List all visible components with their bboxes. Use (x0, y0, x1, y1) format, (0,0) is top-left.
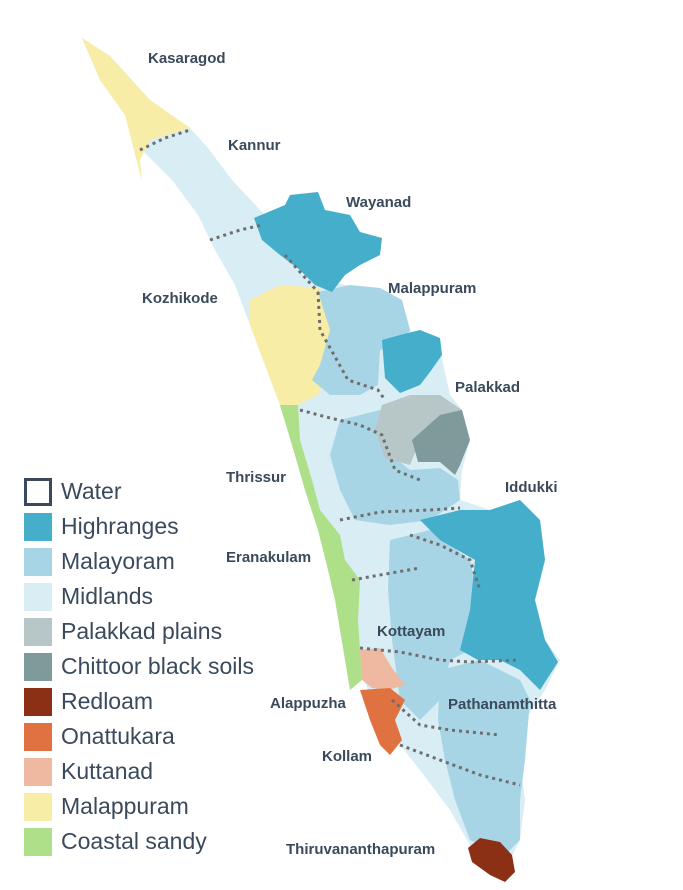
legend-item-redloam: Redloam (24, 684, 254, 719)
region-redloam (468, 838, 515, 882)
district-boundaries (139, 128, 521, 787)
legend-item-kuttanad: Kuttanad (24, 754, 254, 789)
district-label-malappuram: Malappuram (388, 280, 477, 297)
legend-swatch-water (24, 477, 52, 506)
region-chittoor-black (412, 410, 470, 475)
legend-swatch-coastal-sandy (24, 827, 52, 856)
region-palakkad-plains (375, 395, 462, 465)
region-highranges-wayanad (254, 192, 382, 292)
legend-item-chittoor-black-soils: Chittoor black soils (24, 649, 254, 684)
legend-label: Chittoor black soils (61, 653, 255, 679)
legend-swatch-palakkad-plains (24, 617, 52, 646)
region-highranges-palakkad (382, 330, 442, 393)
legend-label: Kuttanad (61, 758, 154, 784)
legend-item-palakkad-plains: Palakkad plains (24, 614, 254, 649)
legend-item-water: Water (24, 474, 254, 509)
legend-item-midlands: Midlands (24, 579, 254, 614)
legend-label: Palakkad plains (61, 618, 223, 644)
legend-item-malappuram: Malappuram (24, 789, 254, 824)
legend-item-malayoram: Malayoram (24, 544, 254, 579)
legend-item-coastal-sandy: Coastal sandy (24, 824, 254, 859)
region-kuttanad (360, 648, 405, 690)
district-label-iddukki: Iddukki (505, 479, 558, 496)
legend-label: Coastal sandy (61, 828, 207, 854)
region-highranges-idukki (420, 500, 558, 690)
map-legend: Water Highranges Malayoram Midlands Pala… (24, 474, 254, 859)
legend-label: Highranges (61, 513, 179, 539)
region-malayoram-3 (388, 530, 480, 720)
legend-label: Water (61, 478, 122, 504)
legend-label: Malayoram (61, 548, 175, 574)
district-label-pathanamthitta: Pathanamthitta (448, 696, 557, 713)
legend-swatch-kuttanad (24, 757, 52, 786)
legend-swatch-midlands (24, 582, 52, 611)
district-label-kasaragod: Kasaragod (148, 50, 226, 67)
legend-item-onattukara: Onattukara (24, 719, 254, 754)
legend-item-highranges: Highranges (24, 509, 254, 544)
district-label-palakkad: Palakkad (455, 379, 521, 396)
district-label-thiruvananthapuram: Thiruvananthapuram (286, 841, 436, 858)
legend-swatch-malappuram (24, 792, 52, 821)
district-label-alappuzha: Alappuzha (270, 695, 346, 712)
region-onattukara (360, 688, 405, 755)
district-label-wayanad: Wayanad (346, 194, 412, 211)
region-malayoram-4 (438, 660, 530, 855)
legend-label: Midlands (61, 583, 154, 609)
region-malappuram-central (250, 285, 330, 405)
district-label-kollam: Kollam (322, 748, 373, 765)
legend-swatch-onattukara (24, 722, 52, 751)
region-coastal-sandy (280, 405, 362, 690)
region-malappuram-north (82, 38, 190, 182)
district-label-kozhikode: Kozhikode (142, 290, 218, 307)
legend-swatch-malayoram (24, 547, 52, 576)
legend-swatch-redloam (24, 687, 52, 716)
district-label-thrissur: Thrissur (226, 469, 287, 486)
region-malayoram-1 (312, 285, 410, 395)
district-label-eranakulam: Eranakulam (226, 549, 312, 566)
legend-label: Onattukara (61, 723, 175, 749)
legend-swatch-highranges (24, 512, 52, 541)
legend-swatch-chittoor-black-soils (24, 652, 52, 681)
legend-label: Malappuram (61, 793, 189, 819)
district-label-kannur: Kannur (228, 137, 281, 154)
legend-label: Redloam (61, 688, 154, 714)
district-label-kottayam: Kottayam (377, 623, 446, 640)
